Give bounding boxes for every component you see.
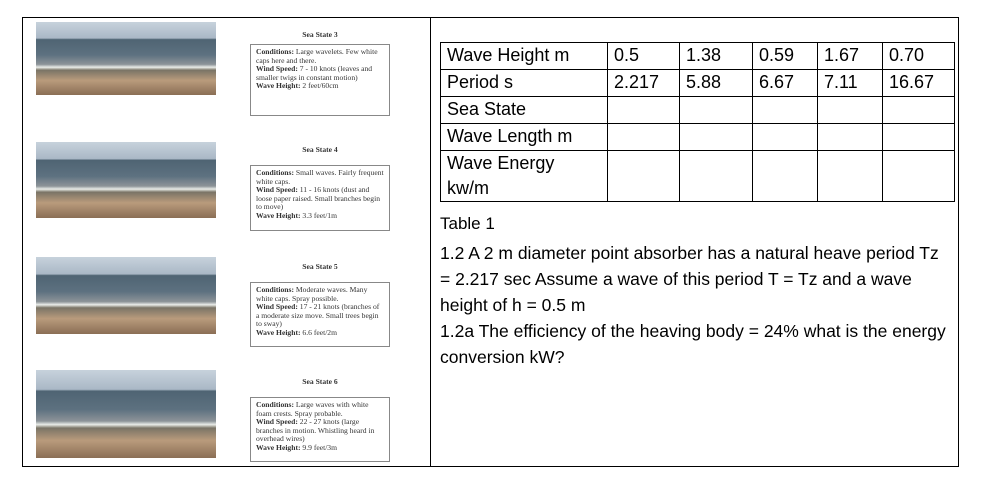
line-text: 11 - 16 knots (dust and loose paper rais…: [256, 185, 380, 212]
sea-state-line: Conditions: Large waves with white foam …: [256, 400, 384, 418]
table-cell: Sea State: [440, 96, 608, 124]
sea-state-line: Wave Height: 2 feet/60cm: [256, 82, 384, 91]
table-cell: [607, 123, 680, 151]
line-text: Small waves. Fairly frequent white caps.: [256, 168, 384, 186]
line-label: Wave Height:: [256, 327, 301, 337]
sea-state-box: Conditions: Large wavelets. Few white ca…: [250, 44, 390, 116]
line-label: Wave Height:: [256, 442, 301, 452]
sea-state-title: Sea State 4: [302, 145, 338, 154]
line-label: Conditions:: [256, 400, 294, 409]
table-cell: 0.59: [752, 42, 818, 70]
line-label: Wind Speed:: [256, 417, 298, 427]
paragraph: 1.2a The efficiency of the heaving body …: [440, 321, 946, 367]
table-cell: 2.217: [607, 69, 680, 97]
line-text: 9.9 feet/3m: [302, 442, 338, 452]
line-text: 2 feet/60cm: [302, 81, 339, 91]
sea-photo: [36, 142, 216, 218]
line-text: Large waves with white foam crests. Spra…: [256, 400, 369, 418]
divider: [430, 17, 431, 467]
sea-state-line: Wave Height: 9.9 feet/3m: [256, 442, 384, 453]
sea-state-line: Wind Speed: 11 - 16 knots (dust and loos…: [256, 185, 384, 212]
table-cell: Wave Height m: [440, 42, 608, 70]
table-cell: [679, 123, 753, 151]
table-caption: Table 1: [440, 214, 495, 233]
table-row: Wave Length m: [440, 123, 955, 151]
table-cell: [607, 96, 680, 124]
table-cell: 1.38: [679, 42, 753, 70]
sea-state-line: Conditions: Small waves. Fairly frequent…: [256, 168, 384, 186]
line-label: Wave Height:: [256, 81, 301, 91]
line-label: Wind Speed:: [256, 302, 298, 312]
table-cell: [752, 96, 818, 124]
sea-state-line: Wind Speed: 22 - 27 knots (large branche…: [256, 417, 384, 444]
line-text: Large wavelets. Few white caps here and …: [256, 47, 378, 65]
table-cell: 0.70: [882, 42, 955, 70]
frame: [22, 17, 959, 467]
sea-state-line: Wave Height: 3.3 feet/1m: [256, 210, 384, 221]
table-cell: 6.67: [752, 69, 818, 97]
table-row: Sea State: [440, 96, 955, 124]
question-text: 1.2 A 2 m diameter point absorber has a …: [440, 240, 950, 370]
table-cell: [679, 96, 753, 124]
table-cell: Wave Length m: [440, 123, 608, 151]
table-cell: 0.5: [607, 42, 680, 70]
sea-state-line: Conditions: Large wavelets. Few white ca…: [256, 47, 384, 65]
table-cell: [607, 150, 680, 202]
sea-state-box: Conditions: Large waves with white foam …: [250, 397, 390, 462]
sea-photo: [36, 370, 216, 458]
table-row: Wave Energy kw/m: [440, 150, 955, 202]
table-cell: Period s: [440, 69, 608, 97]
sea-photo: [36, 257, 216, 334]
line-label: Wind Speed:: [256, 185, 298, 195]
sea-state-line: Wave Height: 6.6 feet/2m: [256, 327, 384, 338]
line-label: Wave Height:: [256, 210, 301, 220]
table-cell: 16.67: [882, 69, 955, 97]
sea-state-title: Sea State 6: [302, 377, 338, 386]
line-label: Conditions:: [256, 285, 294, 294]
line-label: Conditions:: [256, 168, 294, 177]
line-text: 7 - 10 knots (leaves and smaller twigs i…: [256, 64, 373, 82]
table-cell: [752, 150, 818, 202]
table-cell: [882, 150, 955, 202]
sea-state-title: Sea State 5: [302, 262, 338, 271]
line-text: Moderate waves. Many white caps. Spray p…: [256, 285, 368, 303]
line-label: Wind Speed:: [256, 64, 298, 74]
table-row: Period s 2.217 5.88 6.67 7.11 16.67: [440, 69, 955, 97]
line-text: 3.3 feet/1m: [302, 210, 338, 220]
table-cell: [882, 123, 955, 151]
table-cell: [679, 150, 753, 202]
table-cell: 5.88: [679, 69, 753, 97]
line-text: 17 - 21 knots (branches of a moderate si…: [256, 302, 380, 329]
line-label: Conditions:: [256, 47, 294, 56]
line-text: 6.6 feet/2m: [302, 327, 338, 337]
line-text: 22 - 27 knots (large branches in motion.…: [256, 417, 375, 444]
sea-photo: [36, 22, 216, 95]
paragraph: 1.2 A 2 m diameter point absorber has a …: [440, 243, 939, 315]
table-cell: [817, 96, 883, 124]
sea-state-line: Conditions: Moderate waves. Many white c…: [256, 285, 384, 303]
data-table: Wave Height m 0.5 1.38 0.59 1.67 0.70 Period s…: [440, 42, 955, 202]
sea-state-line: Wind Speed: 17 - 21 knots (branches of a…: [256, 302, 384, 329]
sea-state-title: Sea State 3: [302, 30, 338, 39]
table-cell: [882, 96, 955, 124]
sea-state-box: Conditions: Moderate waves. Many white c…: [250, 282, 390, 347]
table-cell: [752, 123, 818, 151]
table-cell: 1.67: [817, 42, 883, 70]
sea-state-line: Wind Speed: 7 - 10 knots (leaves and sma…: [256, 64, 384, 82]
table-cell: [817, 123, 883, 151]
sea-state-box: Conditions: Small waves. Fairly frequent…: [250, 165, 390, 231]
table-cell: [817, 150, 883, 202]
table-cell: Wave Energy kw/m: [440, 150, 608, 202]
table-cell: 7.11: [817, 69, 883, 97]
table-row: Wave Height m 0.5 1.38 0.59 1.67 0.70: [440, 42, 955, 70]
